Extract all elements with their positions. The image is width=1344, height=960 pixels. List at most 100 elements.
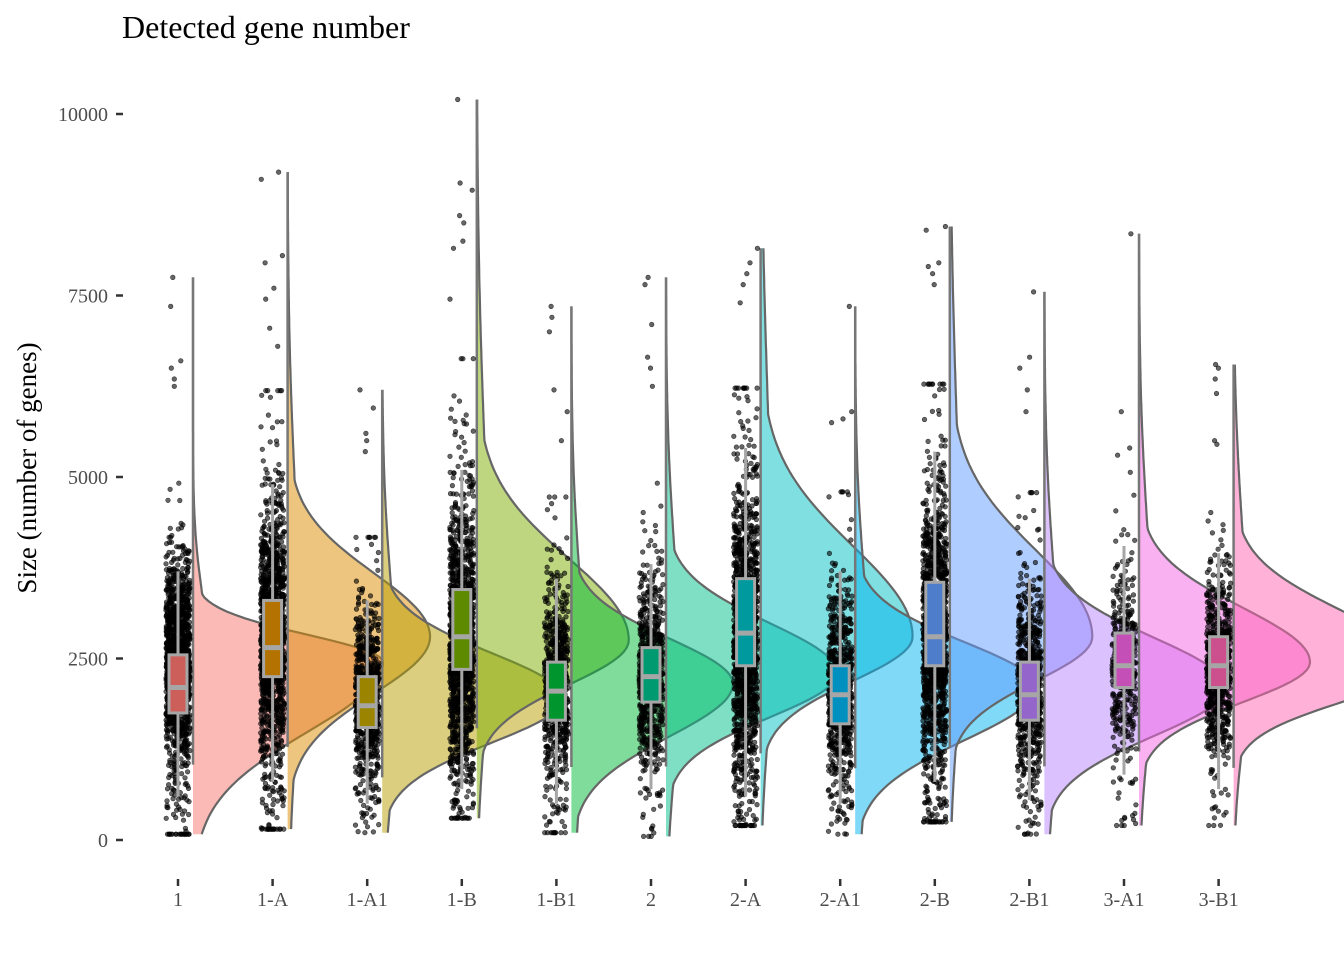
- data-point: [265, 784, 271, 790]
- data-point: [277, 484, 283, 490]
- outlier-point: [279, 253, 286, 259]
- data-point: [276, 461, 282, 468]
- data-point: [471, 561, 477, 567]
- x-tick-label: 3-B1: [1199, 889, 1239, 911]
- outlier-point: [171, 383, 177, 389]
- data-point: [359, 766, 365, 772]
- data-point: [171, 761, 177, 768]
- data-point: [448, 815, 454, 821]
- data-point: [365, 534, 371, 540]
- data-point: [449, 483, 456, 489]
- data-point: [359, 730, 366, 736]
- data-point: [355, 735, 361, 741]
- data-point: [171, 738, 178, 744]
- outlier-point: [359, 815, 366, 821]
- data-point: [360, 778, 366, 784]
- x-tick-label: 1-B: [447, 889, 477, 911]
- data-point: [376, 660, 382, 666]
- data-point: [464, 535, 470, 541]
- x-tick-label: 2-B1: [1009, 889, 1049, 911]
- data-point: [260, 572, 267, 579]
- data-point: [451, 393, 457, 399]
- data-point: [454, 562, 460, 568]
- data-point: [165, 632, 171, 638]
- data-point: [359, 752, 365, 758]
- data-point: [278, 574, 284, 581]
- data-point: [263, 564, 269, 570]
- data-point: [186, 583, 192, 590]
- data-point: [471, 766, 477, 772]
- box: [167, 653, 189, 715]
- data-point: [167, 625, 173, 631]
- data-point: [278, 583, 284, 589]
- data-point: [470, 356, 476, 362]
- data-point: [448, 759, 454, 765]
- outlier-point: [170, 811, 177, 818]
- data-point: [280, 490, 286, 496]
- data-point: [448, 536, 454, 542]
- data-point: [374, 558, 380, 564]
- data-point: [262, 708, 268, 715]
- data-point: [178, 520, 184, 527]
- data-point: [274, 814, 280, 821]
- data-point: [171, 555, 177, 561]
- data-point: [274, 562, 281, 568]
- data-point: [465, 788, 472, 794]
- data-point: [279, 591, 285, 597]
- data-point: [447, 547, 453, 553]
- data-point: [354, 728, 360, 734]
- data-point: [185, 769, 191, 775]
- data-point: [375, 734, 381, 740]
- data-point: [172, 788, 178, 794]
- data-point: [271, 796, 277, 803]
- data-point: [454, 782, 461, 788]
- outlier-point: [262, 260, 268, 266]
- data-point: [260, 458, 266, 464]
- data-point: [462, 462, 468, 468]
- outlier-point: [168, 365, 174, 371]
- data-point: [448, 685, 454, 691]
- data-point: [185, 548, 192, 554]
- data-point: [185, 604, 191, 611]
- data-point: [274, 532, 280, 538]
- data-point: [274, 419, 280, 425]
- data-point: [184, 597, 191, 603]
- data-point: [264, 745, 270, 752]
- data-point: [276, 521, 282, 527]
- data-point: [263, 736, 269, 742]
- data-point: [163, 733, 169, 739]
- chart-title: Detected gene number: [122, 9, 410, 45]
- data-point: [465, 583, 471, 589]
- data-point: [453, 771, 459, 777]
- data-point: [265, 388, 271, 394]
- data-point: [164, 640, 170, 646]
- outlier-point: [183, 828, 189, 834]
- data-point: [186, 641, 192, 648]
- data-point: [465, 709, 471, 715]
- data-point: [263, 498, 269, 504]
- data-point: [171, 613, 177, 619]
- data-point: [275, 501, 281, 507]
- data-point: [164, 786, 171, 792]
- data-point: [352, 626, 358, 633]
- data-point: [259, 590, 265, 596]
- data-point: [359, 622, 365, 628]
- data-point: [461, 421, 467, 427]
- data-point: [267, 476, 273, 482]
- data-point: [263, 802, 269, 808]
- data-point: [365, 805, 371, 811]
- data-point: [370, 787, 376, 793]
- x-tick-label: 1-A: [257, 889, 289, 911]
- data-point: [455, 463, 461, 470]
- data-point: [470, 570, 476, 576]
- y-tick-label: 2500: [68, 649, 108, 671]
- data-point: [450, 692, 456, 699]
- data-point: [360, 771, 366, 777]
- data-point: [367, 593, 374, 599]
- data-point: [376, 627, 382, 634]
- x-tick-label: 2-A1: [820, 889, 861, 911]
- data-point: [261, 585, 267, 591]
- data-point: [186, 811, 192, 818]
- data-point: [353, 578, 360, 584]
- data-point: [276, 470, 282, 476]
